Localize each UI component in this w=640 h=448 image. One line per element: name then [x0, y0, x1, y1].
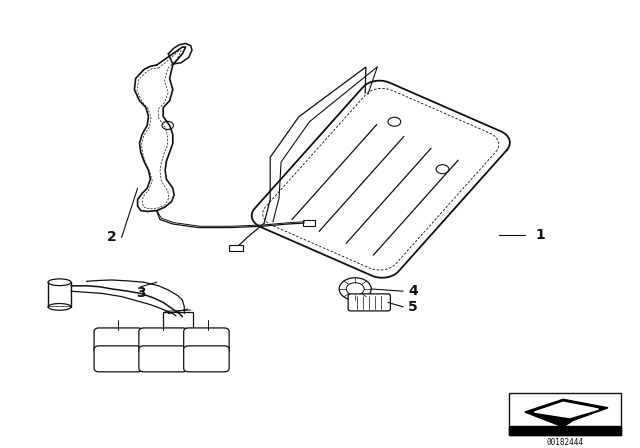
FancyBboxPatch shape	[184, 328, 229, 354]
Text: 00182444: 00182444	[547, 438, 583, 447]
Polygon shape	[525, 399, 608, 427]
FancyBboxPatch shape	[184, 346, 229, 372]
FancyBboxPatch shape	[139, 346, 188, 372]
Text: 5: 5	[408, 300, 418, 314]
FancyBboxPatch shape	[94, 346, 143, 372]
FancyBboxPatch shape	[94, 328, 143, 354]
Ellipse shape	[48, 279, 71, 286]
Text: 2: 2	[107, 230, 117, 245]
Bar	[509, 393, 621, 435]
Polygon shape	[509, 426, 621, 435]
Text: 4: 4	[408, 284, 418, 298]
FancyBboxPatch shape	[163, 312, 193, 328]
Bar	[303, 220, 315, 226]
Polygon shape	[534, 402, 598, 418]
Text: 1: 1	[536, 228, 546, 242]
Text: 3: 3	[136, 286, 146, 301]
FancyBboxPatch shape	[139, 328, 188, 354]
Ellipse shape	[48, 304, 71, 310]
Bar	[229, 245, 243, 251]
FancyBboxPatch shape	[348, 294, 390, 311]
